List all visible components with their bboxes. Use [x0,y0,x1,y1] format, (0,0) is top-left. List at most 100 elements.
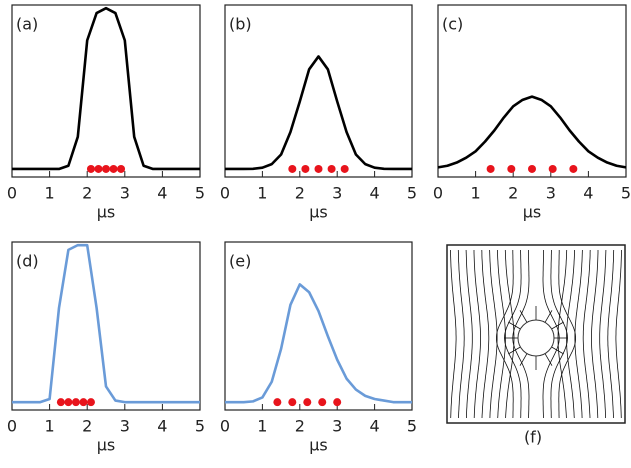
x-tick-label: 4 [370,417,380,436]
x-tick-label: 4 [583,184,593,203]
marker [314,164,323,173]
field-line [615,249,622,419]
x-tick-label: 4 [370,184,380,203]
marker [486,164,495,173]
marker [303,398,312,407]
x-tick-label: 5 [195,184,205,203]
x-axis-label: μs [309,203,328,222]
x-tick-label: 3 [332,417,342,436]
field-line [497,249,506,419]
marker [102,164,110,173]
marker [71,398,80,407]
x-tick-label: 1 [45,184,55,203]
field-line [481,249,490,419]
marker [86,164,95,173]
field-line [504,250,522,419]
x-tick-label: 5 [407,184,417,203]
marker [340,164,349,173]
x-tick-label: 2 [82,417,92,436]
field-line [473,250,481,419]
curve [225,55,412,171]
marker [333,398,342,407]
field-line [496,250,514,419]
field-line [542,249,560,418]
radial-line [551,346,564,355]
marker [56,398,65,407]
curve [12,243,200,404]
panel-frame [446,244,626,424]
x-tick-label: 0 [433,184,443,203]
field-line [566,249,575,419]
field-line [465,249,473,419]
field-lines [450,249,622,419]
x-tick-label: 3 [332,184,342,203]
x-tick-label: 4 [157,417,167,436]
marker [528,164,536,173]
x-tick-label: 0 [220,184,230,203]
x-tick-label: 5 [407,417,417,436]
radial-line [519,310,528,323]
marker [569,164,578,173]
x-tick-label: 5 [621,184,631,203]
marker [318,398,327,407]
field-line [550,250,568,419]
plot-frame [224,241,413,411]
field-line [450,249,457,419]
marker [288,398,297,407]
panel-f: (f) [446,244,626,447]
x-tick-label: 2 [295,417,305,436]
x-tick-label: 0 [7,417,17,436]
panel-label: (e) [229,252,251,271]
x-tick-label: 4 [157,184,167,203]
curve [437,95,627,169]
marker [64,398,73,407]
x-tick-label: 0 [7,184,17,203]
plot-frame [224,4,413,178]
x-tick-label: 1 [257,417,267,436]
field-line [607,249,615,419]
marker [301,164,310,173]
marker [327,164,336,173]
field-line [557,249,568,419]
field-line [489,249,498,419]
field-line [574,249,583,419]
x-tick-label: 1 [45,417,55,436]
x-axis-label: μs [523,203,542,222]
marker [94,164,103,173]
x-axis-label: μs [97,436,116,455]
x-tick-label: 1 [471,184,481,203]
curve [12,6,200,171]
curve [225,283,412,404]
radial-line [508,346,521,355]
plot-frame [11,241,201,411]
obstacle [517,319,555,357]
marker [288,164,297,173]
plot-frame [437,4,627,178]
field-line [457,249,465,419]
x-tick-label: 0 [220,417,230,436]
x-tick-label: 2 [295,184,305,203]
field-line [599,249,607,419]
panel-label: (c) [442,15,463,34]
marker [79,398,88,407]
marker [507,164,516,173]
radial-line [544,310,553,323]
marker [548,164,557,173]
plot-frame [11,4,201,178]
panel-label: (b) [229,15,252,34]
field-line [512,249,530,418]
marker [117,164,126,173]
marker [109,164,118,173]
x-tick-label: 3 [120,184,130,203]
panel-label: (a) [16,15,38,34]
panel-label: (f) [524,428,542,447]
marker [273,398,282,407]
x-tick-label: 2 [82,184,92,203]
panel-label: (d) [16,252,39,271]
x-axis-label: μs [309,436,328,455]
field-line [582,249,591,419]
x-axis-label: μs [97,203,116,222]
field-line [591,250,599,419]
x-tick-label: 3 [546,184,556,203]
